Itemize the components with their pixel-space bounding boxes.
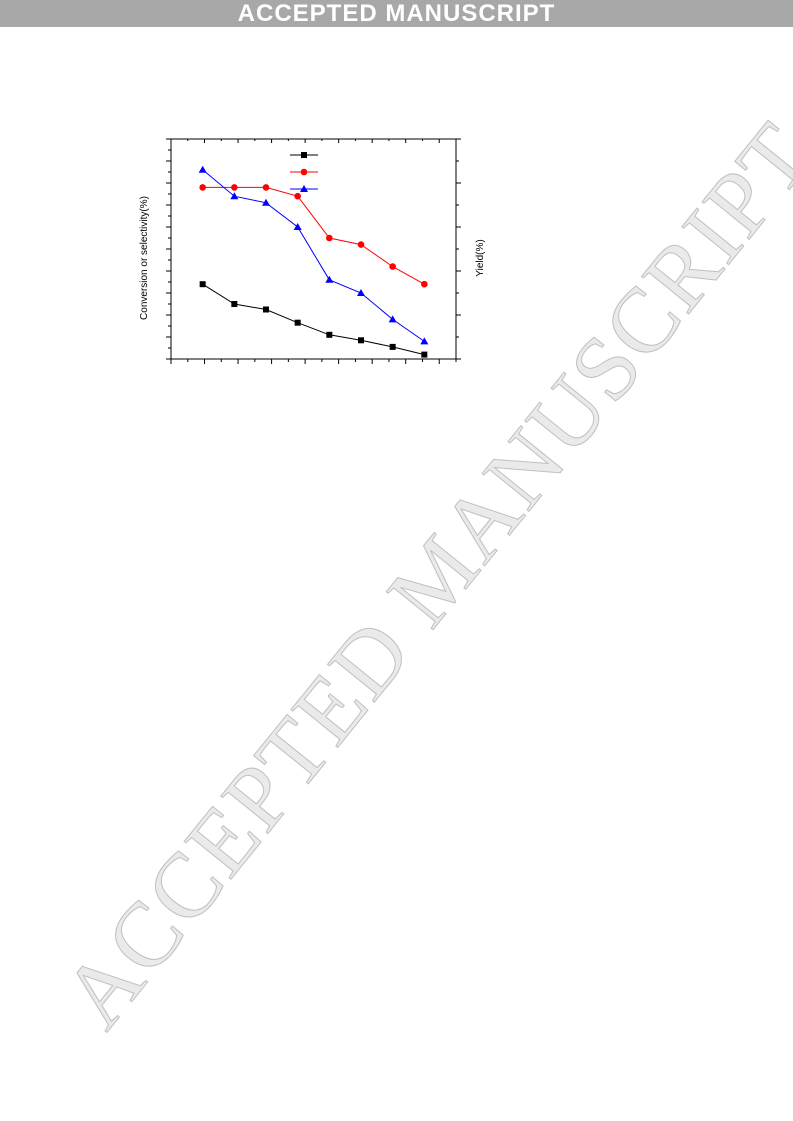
series-1-point — [294, 319, 301, 326]
series-2-point — [199, 184, 206, 191]
series-1-line — [202, 283, 425, 356]
series-1-point — [263, 306, 269, 313]
series-3-point — [293, 223, 302, 230]
series-3-point — [262, 198, 270, 206]
series-2-point — [421, 280, 428, 288]
accepted-manuscript-banner: ACCEPTED MANUSCRIPT — [0, 0, 793, 27]
chart-series — [198, 165, 429, 358]
series-2-point — [294, 192, 301, 200]
legend-marker-3 — [300, 185, 308, 192]
series-1-point — [389, 343, 396, 350]
series-1-point — [326, 331, 333, 338]
series-2-point — [357, 241, 365, 248]
series-3-point — [230, 192, 239, 200]
y-axis-label: Conversion or selectivity(%) — [139, 196, 150, 320]
series-1-point — [421, 351, 428, 358]
series-3-point — [420, 337, 429, 345]
series-3-line — [202, 169, 425, 342]
series-3-point — [357, 289, 365, 296]
series-1-point — [199, 281, 206, 288]
series-2-point — [326, 234, 333, 242]
chart-legend — [290, 152, 318, 192]
series-2-point — [262, 184, 270, 191]
series-3-point — [198, 165, 207, 173]
series-1-point — [358, 337, 364, 344]
series-3-point — [325, 275, 334, 283]
legend-marker-2 — [300, 168, 308, 176]
y2-axis-label: Yield(%) — [475, 239, 486, 276]
series-3-point — [388, 315, 397, 323]
series-2-point — [231, 184, 238, 191]
legend-marker-1 — [301, 152, 307, 158]
series-2-line — [202, 186, 425, 285]
series-1-point — [231, 301, 238, 307]
chart-axes — [166, 138, 461, 364]
series-2-point — [389, 263, 396, 270]
